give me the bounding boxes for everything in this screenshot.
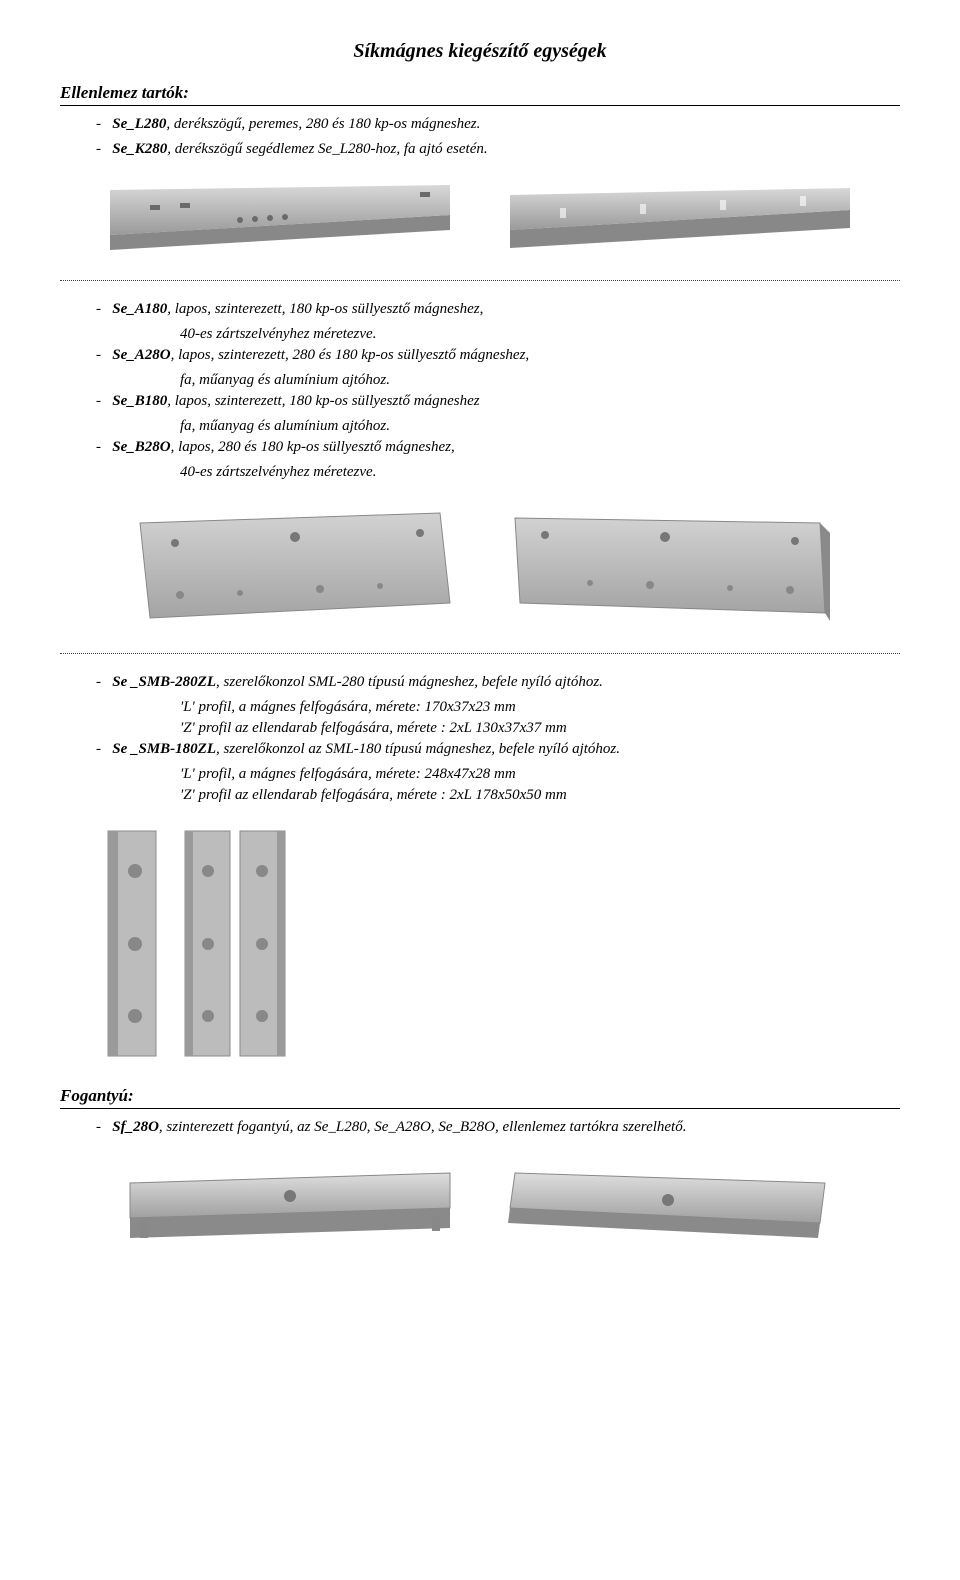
- item-sub: fa, műanyag és alumínium ajtóhoz.: [180, 370, 900, 391]
- item-sub: 'L' profil, a mágnes felfogására, mérete…: [180, 764, 900, 785]
- list-item: - Se_B180, lapos, szinterezett, 180 kp-o…: [120, 391, 900, 412]
- item-code: Se _SMB-280ZL: [112, 674, 216, 690]
- list-item: - Sf_28O, szinterezett fogantyú, az Se_L…: [120, 1117, 900, 1138]
- handle-image: [120, 1158, 460, 1248]
- item-text: , szerelőkonzol SML-280 típusú mágneshez…: [216, 674, 603, 690]
- item-sub: 'Z' profil az ellendarab felfogására, mé…: [180, 785, 900, 806]
- handle-image: [500, 1158, 840, 1248]
- list-item: - Se_K280, derékszögű segédlemez Se_L280…: [120, 139, 900, 160]
- z-bracket-image: [100, 826, 170, 1066]
- list-item: - Se_A28O, lapos, szinterezett, 280 és 1…: [120, 345, 900, 366]
- item-sub: fa, műanyag és alumínium ajtóhoz.: [180, 416, 900, 437]
- page-title: Síkmágnes kiegészítő egységek: [60, 40, 900, 63]
- item-text: , derékszögű segédlemez Se_L280-hoz, fa …: [167, 141, 487, 157]
- divider: [60, 280, 900, 281]
- section-header-1: Ellenlemez tartók:: [60, 83, 900, 106]
- l-bracket-image: [100, 180, 460, 260]
- item-text: , szerelőkonzol az SML-180 típusú mágnes…: [216, 741, 620, 757]
- item-sub: 'L' profil, a mágnes felfogására, mérete…: [180, 697, 900, 718]
- item-code: Se_A28O: [112, 347, 170, 363]
- flat-plate-image: [500, 503, 840, 633]
- z-bracket-image: [180, 826, 290, 1066]
- item-code: Se_A180: [112, 301, 167, 317]
- item-code: Se_K280: [112, 141, 167, 157]
- list-item: - Se_L280, derékszögű, peremes, 280 és 1…: [120, 114, 900, 135]
- divider: [60, 653, 900, 654]
- item-text: , derékszögű, peremes, 280 és 180 kp-os …: [166, 116, 480, 132]
- image-row-z-brackets: [100, 826, 900, 1066]
- item-code: Se_L280: [112, 116, 166, 132]
- image-row-flat-plates: [60, 503, 900, 633]
- item-code: Se_B28O: [112, 439, 170, 455]
- item-text: , lapos, szinterezett, 280 és 180 kp-os …: [171, 347, 530, 363]
- item-text: , lapos, 280 és 180 kp-os süllyesztő mág…: [171, 439, 455, 455]
- list-item: - Se_A180, lapos, szinterezett, 180 kp-o…: [120, 299, 900, 320]
- item-code: Se _SMB-180ZL: [112, 741, 216, 757]
- image-row-l-brackets: [60, 180, 900, 260]
- flat-plate-image: [120, 503, 460, 633]
- item-code: Sf_28O: [112, 1119, 159, 1135]
- list-item: - Se_B28O, lapos, 280 és 180 kp-os sülly…: [120, 437, 900, 458]
- item-sub: 40-es zártszelvényhez méretezve.: [180, 324, 900, 345]
- item-text: , lapos, szinterezett, 180 kp-os süllyes…: [167, 393, 479, 409]
- list-item: - Se _SMB-280ZL, szerelőkonzol SML-280 t…: [120, 672, 900, 693]
- item-code: Se_B180: [112, 393, 167, 409]
- item-sub: 40-es zártszelvényhez méretezve.: [180, 462, 900, 483]
- l-bracket-image: [500, 180, 860, 260]
- item-text: , szinterezett fogantyú, az Se_L280, Se_…: [159, 1119, 687, 1135]
- item-sub: 'Z' profil az ellendarab felfogására, mé…: [180, 718, 900, 739]
- item-text: , lapos, szinterezett, 180 kp-os süllyes…: [167, 301, 483, 317]
- image-row-handles: [60, 1158, 900, 1248]
- list-item: - Se _SMB-180ZL, szerelőkonzol az SML-18…: [120, 739, 900, 760]
- section-header-2: Fogantyú:: [60, 1086, 900, 1109]
